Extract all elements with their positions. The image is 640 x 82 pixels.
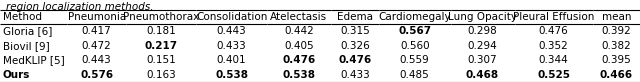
Text: region localization methods.: region localization methods. <box>6 2 154 12</box>
